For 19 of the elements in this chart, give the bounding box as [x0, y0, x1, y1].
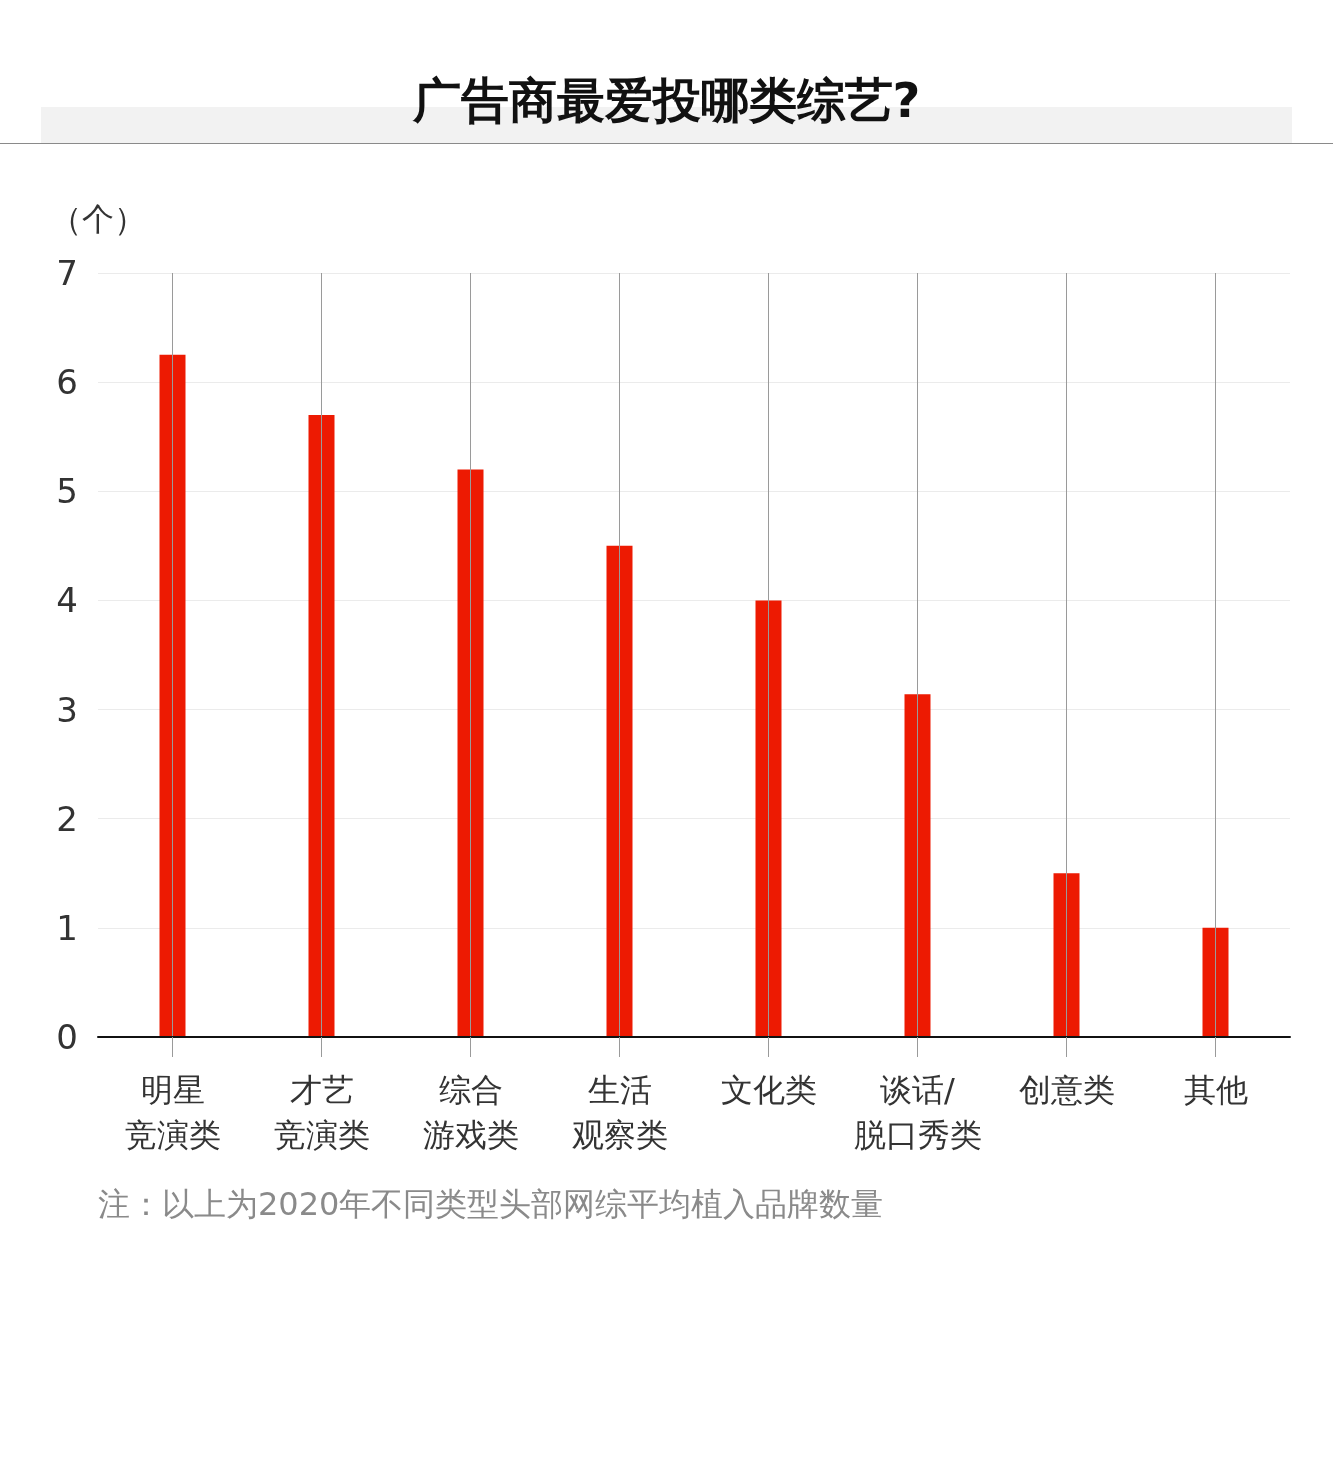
y-tick-label: 4 [56, 580, 78, 621]
y-tick-label: 0 [56, 1017, 78, 1057]
y-tick-label: 5 [56, 471, 78, 512]
x-tick-label: 明星竞演类 [124, 1070, 221, 1154]
y-tick-label: 6 [56, 362, 78, 403]
x-tick-label: 才艺竞演类 [273, 1070, 370, 1154]
text: 注：以上为2020年不同类型头部网综平均植入品牌数量 [98, 1184, 884, 1225]
x-tick-label: 综合游戏类 [422, 1070, 519, 1154]
y-tick-label: 3 [56, 689, 78, 730]
x-tick-label: 文化类 [720, 1070, 817, 1109]
x-tick-label: 其他 [1183, 1070, 1248, 1109]
y-axis-title: （个） [50, 200, 146, 238]
y-tick-label: 2 [56, 798, 78, 839]
x-tick-label: 生活观察类 [571, 1070, 668, 1154]
chart-title: 广告商最爱投哪类综艺? [412, 72, 921, 128]
x-tick-label: 谈话/脱口秀类 [853, 1070, 982, 1154]
y-tick-label: 7 [56, 253, 78, 293]
y-tick-label: 1 [56, 907, 78, 948]
x-tick-label: 创意类 [1018, 1070, 1115, 1109]
